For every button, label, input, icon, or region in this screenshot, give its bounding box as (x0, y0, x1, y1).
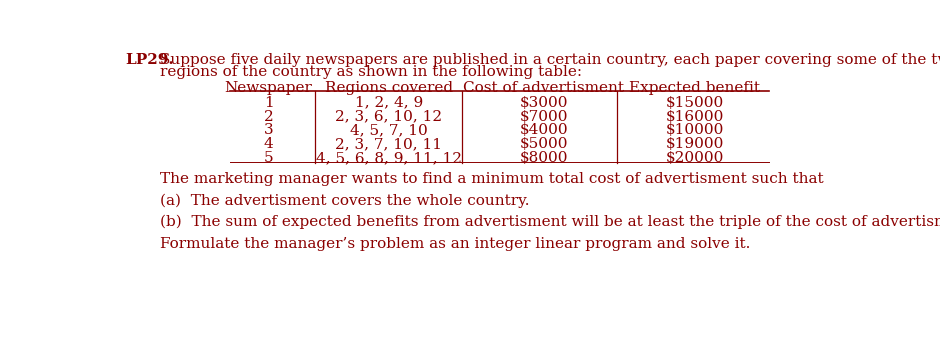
Text: Formulate the manager’s problem as an integer linear program and solve it.: Formulate the manager’s problem as an in… (160, 237, 750, 251)
Text: $3000: $3000 (520, 96, 568, 110)
Text: LP29.: LP29. (125, 53, 174, 67)
Text: $8000: $8000 (520, 151, 568, 165)
Text: $10000: $10000 (666, 123, 724, 137)
Text: $7000: $7000 (520, 109, 568, 123)
Text: 4: 4 (264, 137, 274, 151)
Text: $20000: $20000 (666, 151, 724, 165)
Text: Regions covered: Regions covered (324, 81, 453, 95)
Text: 2, 3, 6, 10, 12: 2, 3, 6, 10, 12 (336, 109, 443, 123)
Text: 2, 3, 7, 10, 11: 2, 3, 7, 10, 11 (336, 137, 442, 151)
Text: 1, 2, 4, 9: 1, 2, 4, 9 (354, 96, 423, 110)
Text: Cost of advertisment: Cost of advertisment (463, 81, 624, 95)
Text: (b)  The sum of expected benefits from advertisment will be at least the triple : (b) The sum of expected benefits from ad… (160, 215, 940, 229)
Text: Expected benefit: Expected benefit (630, 81, 760, 95)
Text: $5000: $5000 (520, 137, 568, 151)
Text: Newspaper: Newspaper (225, 81, 313, 95)
Text: 3: 3 (264, 123, 274, 137)
Text: 2: 2 (264, 109, 274, 123)
Text: 4, 5, 6, 8, 9, 11, 12: 4, 5, 6, 8, 9, 11, 12 (316, 151, 462, 165)
Text: (a)  The advertisment covers the whole country.: (a) The advertisment covers the whole co… (160, 194, 529, 208)
Text: Suppose five daily newspapers are published in a certain country, each paper cov: Suppose five daily newspapers are publis… (160, 53, 940, 67)
Text: $16000: $16000 (666, 109, 724, 123)
Text: regions of the country as shown in the following table:: regions of the country as shown in the f… (160, 65, 582, 79)
Text: 5: 5 (264, 151, 274, 165)
Text: $4000: $4000 (520, 123, 568, 137)
Text: The marketing manager wants to find a minimum total cost of advertisment such th: The marketing manager wants to find a mi… (160, 172, 823, 186)
Text: 4, 5, 7, 10: 4, 5, 7, 10 (350, 123, 428, 137)
Text: $19000: $19000 (666, 137, 724, 151)
Text: $15000: $15000 (666, 96, 724, 110)
Text: 1: 1 (264, 96, 274, 110)
